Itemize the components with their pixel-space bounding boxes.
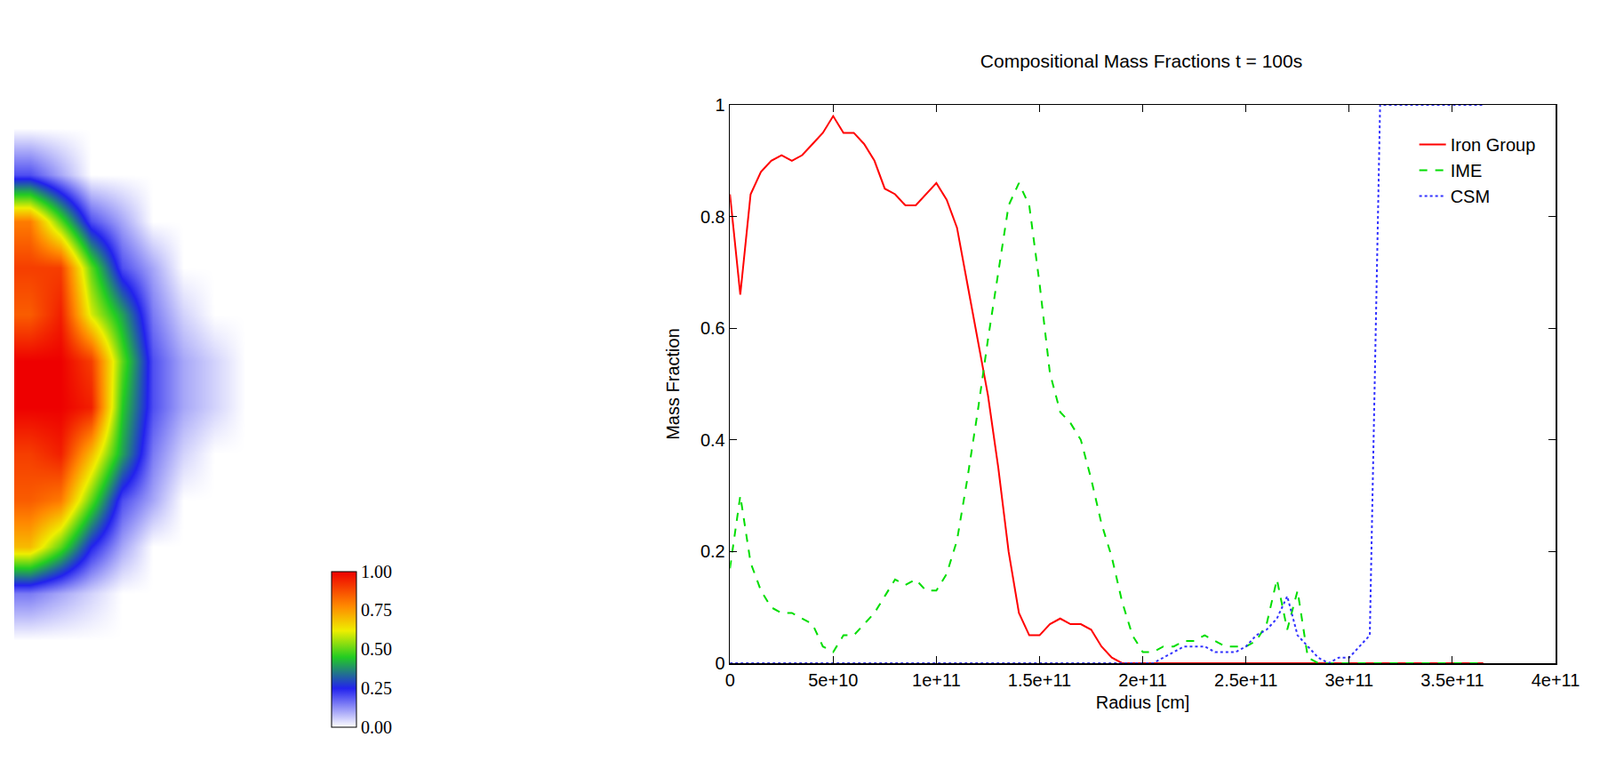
svg-text:0.25: 0.25: [360, 678, 392, 698]
svg-text:0.00: 0.00: [360, 717, 392, 737]
svg-text:CSM: CSM: [1450, 186, 1490, 207]
svg-text:3e+11: 3e+11: [1324, 670, 1374, 690]
svg-text:2e+11: 2e+11: [1118, 670, 1168, 690]
svg-text:0.8: 0.8: [700, 207, 726, 227]
svg-text:0.50: 0.50: [360, 639, 392, 659]
svg-text:5e+10: 5e+10: [808, 670, 858, 690]
svg-text:Compositional Mass Fractions t: Compositional Mass Fractions t = 100s: [980, 50, 1303, 72]
svg-text:Mass Fraction: Mass Fraction: [663, 328, 683, 440]
svg-text:0.6: 0.6: [700, 318, 726, 338]
svg-text:4e+11: 4e+11: [1531, 670, 1581, 690]
svg-text:0.2: 0.2: [700, 541, 726, 561]
svg-text:1.5e+11: 1.5e+11: [1008, 670, 1072, 690]
svg-text:Iron Group: Iron Group: [1450, 135, 1536, 155]
svg-text:1: 1: [715, 95, 726, 115]
svg-text:3.5e+11: 3.5e+11: [1420, 670, 1484, 690]
svg-text:0: 0: [725, 670, 736, 690]
svg-text:0.4: 0.4: [700, 430, 726, 450]
svg-text:2.5e+11: 2.5e+11: [1214, 670, 1278, 690]
svg-text:Radius [cm]: Radius [cm]: [1096, 692, 1191, 712]
svg-text:0.75: 0.75: [360, 600, 392, 620]
svg-text:0: 0: [715, 653, 726, 673]
svg-text:1.00: 1.00: [360, 561, 392, 582]
svg-text:IME: IME: [1450, 160, 1483, 181]
svg-text:1e+11: 1e+11: [912, 670, 961, 690]
